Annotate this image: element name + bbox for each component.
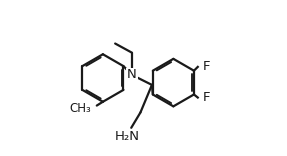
Text: H₂N: H₂N [115, 130, 140, 144]
Text: CH₃: CH₃ [70, 102, 91, 115]
Text: F: F [202, 60, 210, 73]
Text: N: N [127, 68, 137, 81]
Text: F: F [202, 91, 210, 104]
